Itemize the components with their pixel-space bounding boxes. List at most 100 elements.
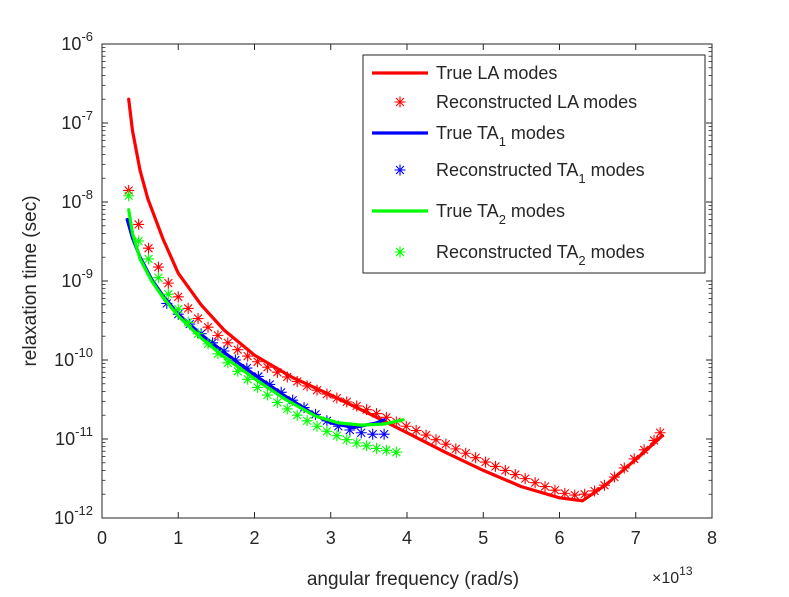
x-tick-label: 6 <box>554 528 564 548</box>
data-point <box>420 429 432 441</box>
data-point <box>162 277 174 289</box>
y-tick-base: 10 <box>54 350 74 370</box>
data-point <box>192 313 204 325</box>
data-point <box>618 462 630 474</box>
data-point <box>202 321 214 333</box>
x-tick-label: 5 <box>478 528 488 548</box>
data-point <box>648 434 660 446</box>
legend-label-subscript: 1 <box>499 134 506 149</box>
data-point <box>654 427 666 439</box>
legend-label-tail: modes <box>506 123 565 143</box>
data-point <box>252 370 264 382</box>
data-point <box>275 386 287 398</box>
data-point <box>440 438 452 450</box>
x-axis-label: angular frequency (rad/s) <box>307 569 519 590</box>
data-point <box>202 338 214 350</box>
y-tick-base: 10 <box>54 508 74 528</box>
y-tick-base: 10 <box>61 271 81 291</box>
legend-label-tail: modes <box>586 160 645 180</box>
legend-entry-4: Reconstructed TA1 modes <box>394 160 645 186</box>
data-point <box>332 420 344 432</box>
y-tick-label: 10-12 <box>54 503 93 528</box>
data-point <box>232 365 244 377</box>
x-tick-label: 2 <box>249 528 259 548</box>
data-point <box>529 477 541 489</box>
data-point <box>264 378 276 390</box>
series-6 <box>123 190 402 458</box>
y-tick-exponent: -11 <box>75 424 93 439</box>
y-tick-base: 10 <box>61 113 81 133</box>
legend-label-tail: modes <box>586 242 645 262</box>
data-point <box>361 440 373 452</box>
data-point <box>207 337 219 349</box>
data-point <box>261 361 273 373</box>
y-tick-label: 10-8 <box>61 187 93 212</box>
legend-label-text: True LA modes <box>436 63 557 83</box>
data-point <box>271 366 283 378</box>
legend-label-subscript: 1 <box>578 171 585 186</box>
data-point <box>222 357 234 369</box>
data-point <box>252 356 264 368</box>
data-point <box>212 348 224 360</box>
y-tick-base: 10 <box>61 192 81 212</box>
legend: True LA modes Reconstructed LA modes True … <box>362 54 706 274</box>
data-point <box>355 427 367 439</box>
legend-entry-2: Reconstructed LA modes <box>394 92 637 112</box>
data-point <box>222 337 234 349</box>
data-point <box>133 235 145 247</box>
data-point <box>559 487 571 499</box>
x-tick-label: 4 <box>402 528 412 548</box>
x-tick-label: 8 <box>707 528 717 548</box>
x-multiplier-base: ×10 <box>652 570 679 587</box>
data-point <box>509 469 521 481</box>
x-tick-label: 0 <box>97 528 107 548</box>
data-point <box>371 408 382 420</box>
legend-label-text: Reconstructed TA <box>436 160 578 180</box>
data-point <box>311 420 323 432</box>
legend-label: Reconstructed TA2 modes <box>436 242 645 268</box>
data-point <box>367 428 379 440</box>
legend-marker-swatch <box>394 246 406 258</box>
data-point <box>608 471 620 483</box>
data-point <box>143 253 155 265</box>
data-point <box>321 425 333 437</box>
data-point <box>628 453 640 465</box>
legend-label-text: Reconstructed LA modes <box>436 92 637 112</box>
legend-label-text: True TA <box>436 123 499 143</box>
data-point <box>271 396 283 408</box>
data-point <box>430 434 442 446</box>
y-tick-exponent: -12 <box>74 503 93 518</box>
legend-entry-3: True TA1 modes <box>372 123 565 149</box>
data-point <box>341 396 353 408</box>
data-point <box>229 354 241 366</box>
data-point <box>241 362 253 374</box>
data-point <box>589 485 601 497</box>
data-point <box>344 424 356 436</box>
data-point <box>579 488 591 500</box>
data-point <box>489 460 501 472</box>
legend-label: True TA2 modes <box>436 201 565 227</box>
plot-layer <box>123 97 666 503</box>
data-point <box>410 425 422 437</box>
legend-entry-1: True LA modes <box>372 63 557 83</box>
data-point <box>638 444 650 456</box>
legend-label-text: True TA <box>436 201 499 221</box>
data-point <box>400 420 412 432</box>
data-point <box>172 291 184 303</box>
data-point <box>287 394 299 406</box>
y-tick-label: 10-6 <box>61 29 93 54</box>
data-point <box>281 371 293 383</box>
y-tick-label: 10-11 <box>55 424 93 449</box>
data-point <box>291 409 303 421</box>
data-point <box>143 242 155 254</box>
data-point <box>470 452 482 464</box>
legend-label-subscript: 2 <box>578 253 585 268</box>
data-point <box>152 261 164 273</box>
data-point <box>182 316 194 328</box>
data-point <box>218 345 230 357</box>
data-point <box>301 380 313 392</box>
data-point <box>212 329 224 341</box>
data-point <box>123 190 135 202</box>
